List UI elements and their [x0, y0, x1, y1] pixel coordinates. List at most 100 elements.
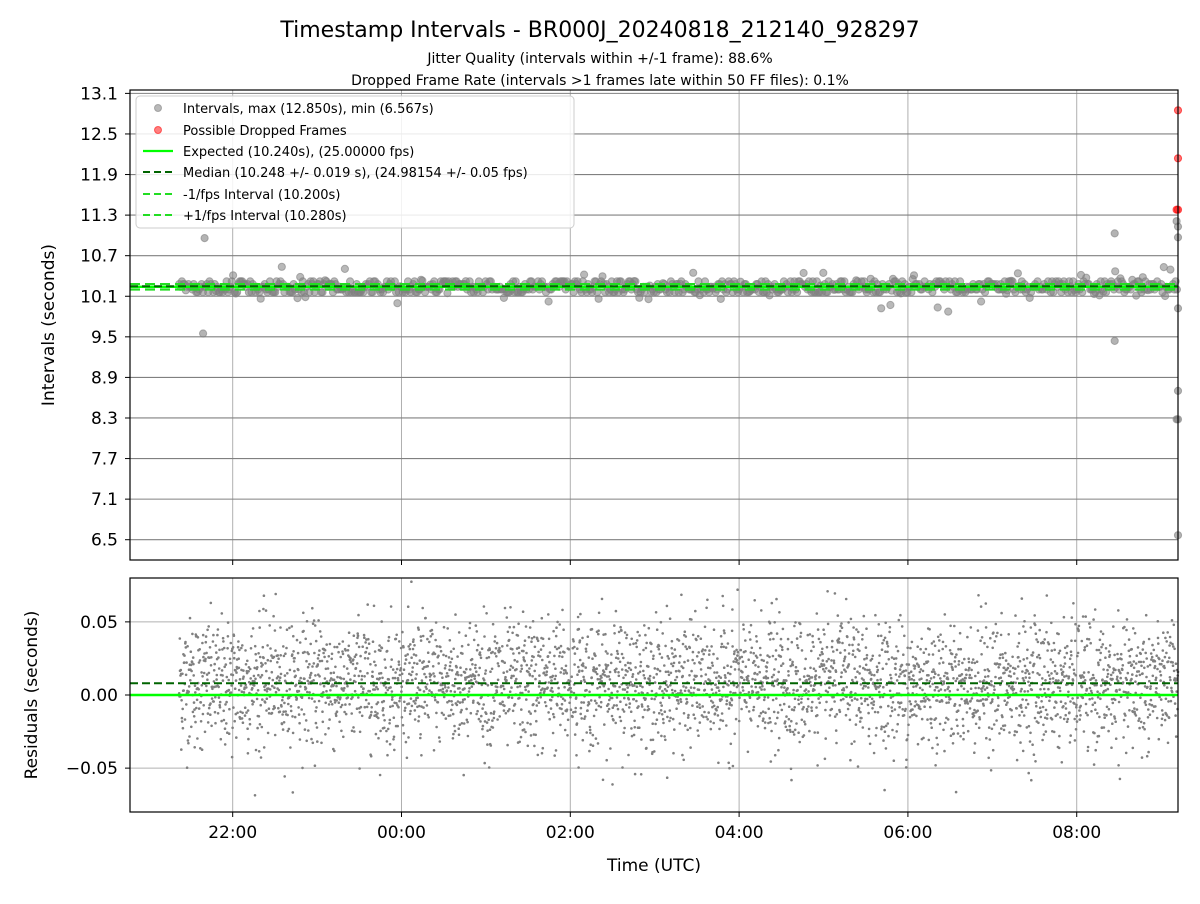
residual-point: [879, 678, 882, 681]
residual-point: [788, 724, 791, 728]
residual-point: [344, 712, 348, 716]
residual-point: [1154, 705, 1157, 708]
residual-point: [870, 697, 874, 701]
residual-point: [450, 669, 454, 672]
residual-point: [364, 698, 368, 702]
residual-point: [1090, 710, 1093, 713]
residual-point: [418, 659, 422, 662]
residual-point: [671, 652, 674, 655]
residual-point: [1120, 657, 1123, 661]
residual-point: [621, 766, 624, 769]
residual-point: [1104, 647, 1108, 650]
residual-point: [1045, 594, 1049, 597]
residual-point: [379, 681, 383, 685]
residual-point: [1118, 688, 1121, 691]
residual-point: [780, 645, 784, 649]
residual-point: [1094, 708, 1097, 711]
residual-point: [1149, 652, 1153, 655]
residual-point: [344, 649, 348, 652]
residual-point: [225, 675, 229, 679]
residual-point: [289, 705, 293, 708]
residual-point: [1044, 730, 1048, 733]
residual-point: [259, 676, 262, 679]
residual-point: [751, 677, 754, 681]
residual-point: [691, 704, 694, 707]
residual-point: [524, 688, 527, 692]
residual-point: [395, 667, 399, 671]
residual-point: [642, 674, 646, 677]
residual-point: [919, 647, 922, 651]
residual-point: [552, 715, 556, 719]
residual-point: [876, 678, 879, 682]
residual-point: [586, 709, 589, 712]
residual-point: [445, 689, 449, 692]
residual-point: [619, 625, 622, 629]
interval-point: [277, 262, 286, 271]
residual-point: [910, 714, 914, 717]
residual-point: [501, 660, 505, 663]
residual-point: [594, 708, 598, 712]
residual-point: [1122, 736, 1125, 739]
residual-point: [687, 713, 690, 717]
residual-point: [698, 706, 702, 709]
residual-point: [245, 671, 249, 675]
residual-point: [335, 699, 339, 702]
residual-point: [706, 598, 709, 602]
interval-point: [1008, 277, 1017, 286]
residual-point: [589, 699, 593, 702]
residual-point: [251, 703, 254, 706]
residual-point: [961, 717, 965, 721]
residual-point: [492, 716, 496, 720]
residual-point: [301, 766, 304, 770]
residual-point: [499, 702, 503, 706]
residual-point: [441, 687, 445, 691]
residual-point: [297, 713, 301, 716]
residual-point: [1163, 655, 1167, 659]
residual-point: [1083, 648, 1086, 652]
residual-point: [828, 670, 832, 673]
residual-point: [402, 732, 406, 735]
residual-point: [212, 633, 215, 637]
residual-point: [824, 667, 828, 670]
residual-point: [1103, 716, 1106, 719]
residual-point: [889, 714, 892, 718]
residual-point: [1084, 711, 1088, 715]
residual-point: [737, 719, 741, 723]
residual-point: [608, 678, 612, 681]
residual-point: [513, 722, 516, 725]
residual-point: [217, 696, 221, 699]
residual-point: [1057, 679, 1060, 682]
residual-point: [1071, 679, 1075, 682]
residual-point: [478, 666, 482, 670]
residual-point: [317, 653, 321, 657]
residual-point: [185, 766, 189, 769]
residual-point: [642, 648, 645, 652]
residual-point: [863, 668, 867, 671]
residual-point: [624, 673, 627, 677]
residual-point: [846, 702, 850, 705]
residual-point: [261, 645, 265, 649]
residual-point: [414, 702, 417, 705]
residual-point: [195, 698, 199, 702]
residual-point: [451, 712, 455, 716]
residual-point: [1135, 654, 1138, 657]
residual-point: [1025, 726, 1029, 729]
residual-point: [286, 672, 289, 675]
residual-point: [708, 649, 711, 652]
residual-point: [1083, 679, 1087, 682]
residual-point: [357, 613, 360, 617]
residual-point: [285, 628, 289, 631]
residual-point: [244, 649, 247, 652]
residual-point: [246, 752, 250, 755]
residual-point: [353, 655, 357, 658]
residual-point: [1021, 749, 1025, 753]
residual-point: [309, 671, 313, 675]
residual-point: [1134, 691, 1137, 695]
residual-point: [342, 665, 346, 668]
residual-point: [535, 719, 538, 723]
residual-point: [1100, 645, 1103, 649]
residual-point: [340, 729, 343, 733]
residual-point: [309, 642, 313, 646]
residual-point: [295, 638, 299, 642]
residual-point: [934, 717, 938, 720]
